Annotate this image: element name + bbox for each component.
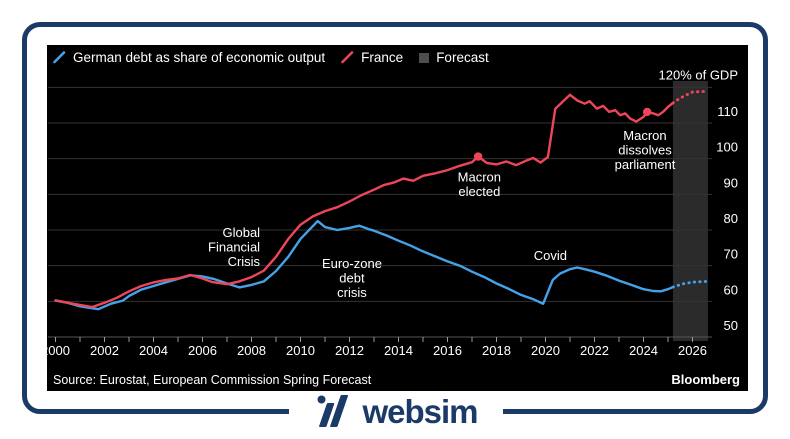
annotation-text: parliament	[615, 157, 676, 172]
x-tick-label: 2018	[482, 343, 511, 358]
germany-forecast-line	[671, 279, 709, 289]
x-tick-label: 2012	[335, 343, 364, 358]
annotation-text: Euro-zone	[322, 256, 382, 271]
y-tick-label: 70	[724, 247, 738, 262]
legend-item-forecast: Forecast	[419, 50, 489, 65]
x-tick-label: 2010	[286, 343, 315, 358]
legend-label-forecast: Forecast	[436, 50, 489, 65]
annotation-text: dissolves	[618, 143, 672, 158]
footer-logo: websim	[0, 393, 790, 429]
annotation-text: Global	[222, 225, 260, 240]
blue-line-marker-icon	[53, 51, 66, 64]
x-tick-label: 2022	[580, 343, 609, 358]
germany-line	[54, 219, 675, 311]
y-tick-label: 110	[717, 104, 738, 119]
forecast-band	[672, 81, 708, 341]
legend-item-germany: German debt as share of economic output	[53, 50, 325, 65]
y-tick-label: 80	[724, 211, 738, 226]
x-tick-label: 2020	[531, 343, 560, 358]
annotation-text: Crisis	[228, 254, 261, 269]
y-tick-label: 100	[716, 140, 738, 155]
x-tick-label: 2008	[237, 343, 266, 358]
annotation-text: Financial	[208, 240, 260, 255]
x-tick-label: 2000	[47, 343, 70, 358]
event-marker-dot	[642, 107, 652, 117]
x-tick-label: 2004	[139, 343, 168, 358]
event-marker-dot	[473, 152, 483, 161]
bloomberg-logo: Bloomberg	[671, 372, 740, 387]
france-forecast-line	[671, 89, 709, 105]
x-tick-label: 2024	[629, 343, 658, 358]
legend-label-france: France	[361, 50, 404, 65]
source-text: Source: Eurostat, European Commission Sp…	[53, 373, 372, 387]
annotation-text: debt	[339, 271, 365, 286]
annotation-text: elected	[458, 184, 500, 199]
plot-svg: 2000 2002 2004 2006 2008 2010 2012 2014 2016 2018…	[47, 67, 739, 358]
websim-wordmark: websim	[362, 392, 478, 430]
x-tick-label: 2026	[678, 343, 707, 358]
x-tick-label: 2014	[384, 343, 413, 358]
y-tick-label: 90	[724, 175, 738, 190]
france-line	[54, 93, 675, 309]
annotation-text: Covid	[534, 248, 567, 263]
annotation-text: crisis	[337, 285, 367, 300]
annotation-text: Macron	[623, 128, 666, 143]
gray-square-marker-icon	[419, 52, 430, 63]
chart-legend: German debt as share of economic output …	[53, 50, 489, 65]
x-tick-label: 2002	[90, 343, 119, 358]
x-tick-label: 2006	[188, 343, 217, 358]
x-tick-label: 2016	[433, 343, 462, 358]
annotation-text: Macron	[458, 169, 501, 184]
legend-item-france: France	[341, 50, 403, 65]
axis-top-label: 120% of GDP	[659, 67, 739, 82]
websim-mark-icon	[317, 395, 349, 427]
y-tick-label: 60	[724, 282, 738, 297]
red-line-marker-icon	[341, 51, 354, 64]
source-row: Source: Eurostat, European Commission Sp…	[53, 372, 740, 387]
legend-label-germany: German debt as share of economic output	[73, 50, 326, 65]
y-tick-label: 50	[724, 318, 738, 333]
chart-panel: 2000 2002 2004 2006 2008 2010 2012 2014 2016 2018…	[47, 45, 748, 391]
